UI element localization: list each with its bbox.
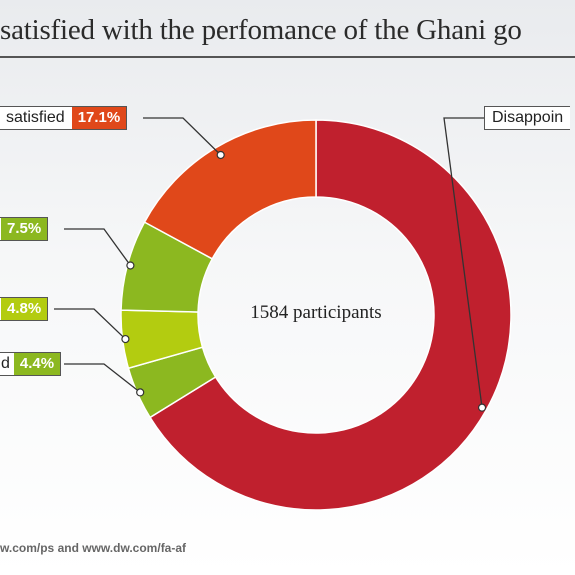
donut-slice-0: [149, 119, 512, 511]
label-slice-7-5: 7.5%: [0, 217, 49, 241]
label-slice-4-4-value: 4.4%: [13, 353, 61, 375]
center-label: 1584 participants: [250, 302, 381, 323]
label-satisfied-value: 17.1%: [71, 107, 127, 129]
leader-line-2: [54, 308, 126, 340]
label-slice-4-8-text: [0, 298, 1, 320]
leader-dot-1: [136, 388, 145, 397]
label-slice-4-8-value: 4.8%: [1, 298, 48, 320]
label-disappointed: Disappoin: [484, 106, 571, 130]
chart-title: satisfied with the perfomance of the Gha…: [0, 14, 522, 46]
label-disappointed-text: Disappoin: [485, 107, 571, 129]
leader-line-4: [143, 117, 222, 156]
donut-slice-4: [143, 119, 317, 260]
leader-line-1: [64, 363, 141, 393]
label-slice-4-4-text: d: [0, 353, 14, 375]
leader-line-0: [443, 117, 484, 408]
leader-line-3: [64, 228, 131, 266]
label-slice-7-5-value: 7.5%: [1, 218, 48, 240]
leader-dot-4: [216, 150, 225, 160]
label-slice-7-5-text: [0, 218, 1, 240]
leader-dot-3: [126, 261, 135, 270]
title-divider: [0, 56, 575, 58]
label-satisfied: satisfied 17.1%: [0, 106, 128, 130]
leader-dot-0: [477, 403, 487, 412]
label-slice-4-8: 4.8%: [0, 297, 49, 321]
label-satisfied-text: satisfied: [0, 107, 72, 129]
source-credit: w.com/ps and www.dw.com/fa-af: [0, 541, 187, 555]
label-slice-4-4: d 4.4%: [0, 352, 62, 376]
leader-dot-2: [121, 334, 130, 344]
